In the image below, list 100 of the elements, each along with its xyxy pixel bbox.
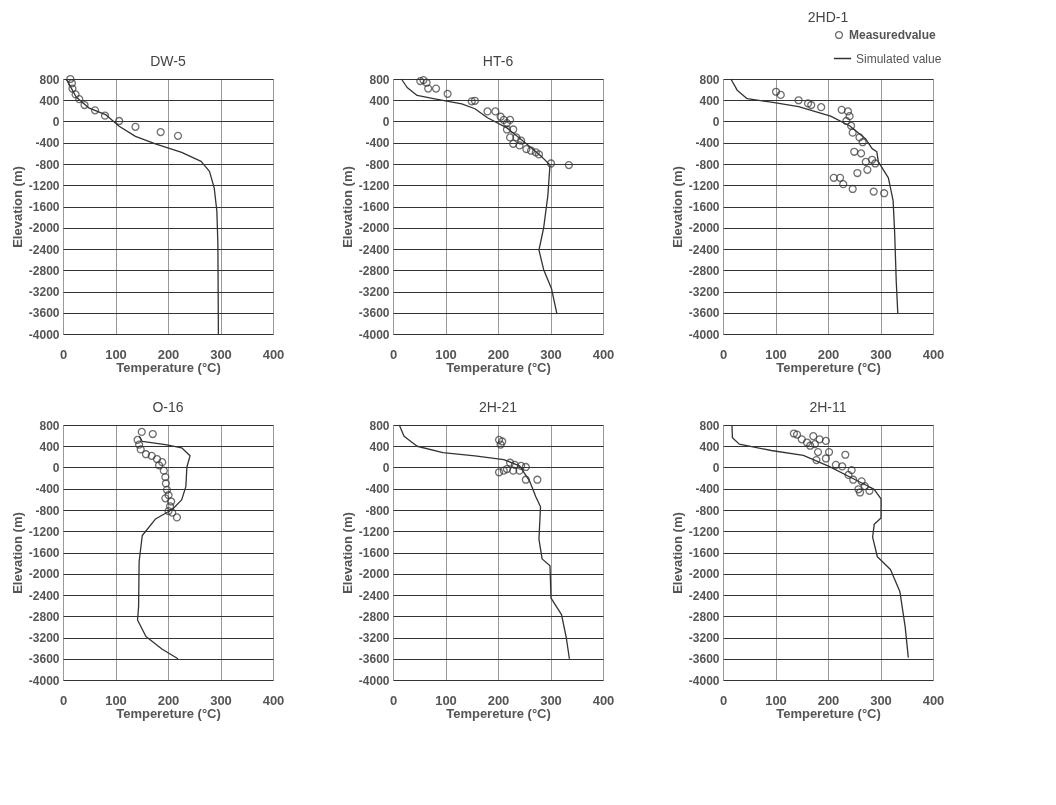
point [499,466,508,475]
x-tick-label: 400 [262,692,285,708]
point [147,451,156,460]
point [865,486,874,495]
point [855,488,865,497]
y-tick-label: -4000 [28,327,60,342]
y-tick-label: 800 [699,72,720,87]
point [867,155,877,164]
y-tick-label: -3600 [358,652,390,667]
point [156,128,165,137]
x-axis-title: Tempereture (°C) [776,359,881,375]
point [854,485,863,494]
y-axis-title: Elevation (m) [339,512,355,594]
y-tick-label: 800 [39,72,60,87]
x-tick-label: 400 [922,346,945,362]
y-tick-label: -2400 [358,588,390,603]
point [844,470,853,480]
y-tick-label: -2000 [688,567,720,582]
y-tick-label: 800 [369,418,390,433]
point [843,107,853,116]
point [161,472,170,482]
x-tick-label: 300 [210,346,232,362]
point [165,502,175,511]
point [137,427,146,437]
y-tick-label: -4000 [358,327,390,342]
point [515,466,524,475]
x-tick-label: 300 [870,692,892,708]
point [159,466,168,475]
chart-title: 2H-21 [478,399,518,415]
point [499,115,508,125]
point [443,89,452,98]
y-tick-label: -3600 [688,306,720,321]
point [817,103,826,112]
y-tick-label: 0 [712,461,720,475]
y-tick-label: -1600 [358,200,390,214]
y-tick-label: -2400 [28,242,60,257]
point [531,148,540,157]
point [505,458,515,467]
point [135,440,144,449]
y-tick-label: -4000 [688,673,720,688]
y-tick-label: -1600 [28,200,60,214]
point [467,97,476,106]
x-tick-label: 300 [540,692,562,708]
point [496,440,505,449]
y-axis-title: Elevation (m) [339,166,355,248]
x-tick-label: 200 [487,692,510,708]
y-tick-label: 800 [699,418,720,433]
y-tick-label: 400 [369,93,390,108]
point [115,116,124,126]
y-tick-label: -800 [35,157,60,172]
y-tick-label: -1200 [28,178,60,193]
y-tick-label: -1200 [28,524,60,539]
y-tick-label: -3200 [28,631,60,645]
point [161,494,170,503]
y-tick-label: -1600 [28,546,60,560]
y-tick-label: -2800 [358,263,390,278]
point [792,430,802,439]
point [71,90,80,99]
y-tick-label: -400 [35,482,60,497]
point [809,432,818,441]
chart-title: HT-6 [482,53,514,69]
y-tick-label: -2400 [688,588,720,603]
y-axis-title: Elevation (m) [9,166,25,248]
y-tick-label: -3200 [358,285,390,299]
point [516,461,526,471]
x-tick-label: 100 [435,346,457,362]
y-tick-label: -1600 [688,200,720,214]
x-axis-title: Temperature (°C) [446,359,551,375]
x-tick-label: 400 [592,346,615,362]
point [863,165,872,174]
y-tick-label: -2800 [688,609,720,624]
y-tick-label: 800 [369,72,390,87]
point [491,107,500,116]
point [75,95,84,104]
x-tick-label: 400 [262,346,285,362]
y-tick-label: -800 [365,503,390,518]
x-tick-label: 100 [765,692,787,708]
y-tick-label: -2800 [358,609,390,624]
point [839,180,848,189]
point [494,468,504,477]
point [855,133,864,142]
y-tick-label: -2000 [28,221,60,236]
point [861,157,870,166]
y-tick-label: -2800 [688,263,720,278]
x-tick-label: 300 [210,692,232,708]
y-tick-label: -1200 [688,524,720,539]
x-axis-title: Temperature (°C) [116,359,221,375]
chart-title: DW-5 [150,52,186,69]
point [869,187,878,196]
y-tick-label: -1200 [688,178,720,193]
point [810,440,819,449]
y-tick-label: -3200 [688,285,720,299]
x-tick-label: 200 [157,346,180,362]
point [831,460,840,469]
y-tick-label: 800 [39,418,60,433]
y-tick-label: -3600 [688,652,720,667]
point [848,128,857,137]
x-axis-title: Tempereture (°C) [776,705,881,721]
point [68,84,77,93]
point [173,131,183,140]
